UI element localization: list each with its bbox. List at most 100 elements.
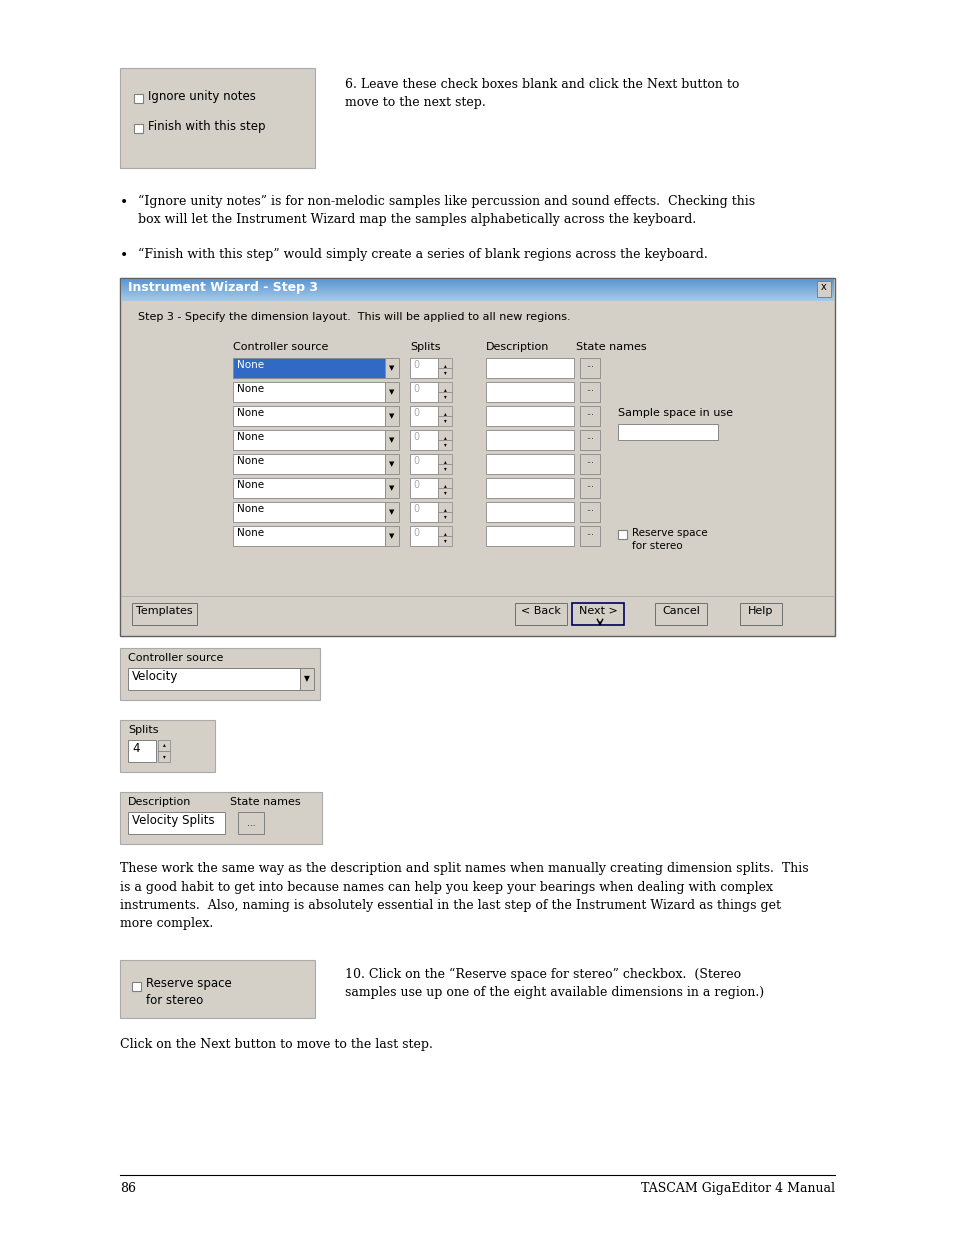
Bar [437, 454, 452, 464]
Text: ...: ... [585, 456, 594, 466]
Bar [132, 982, 141, 990]
Bar [437, 501, 452, 513]
Bar [485, 526, 574, 546]
Text: TASCAM GigaEditor 4 Manual: TASCAM GigaEditor 4 Manual [640, 1182, 834, 1195]
Text: 0: 0 [413, 408, 418, 417]
Bar [485, 430, 574, 450]
Bar [120, 720, 214, 772]
Text: ▴: ▴ [443, 508, 446, 513]
Bar [816, 282, 830, 296]
Text: None: None [236, 432, 264, 442]
Text: Description: Description [128, 797, 192, 806]
Bar [655, 603, 706, 625]
Text: These work the same way as the description and split names when manually creatin: These work the same way as the descripti… [120, 862, 808, 930]
Text: ...: ... [585, 384, 594, 393]
Bar [437, 416, 452, 426]
Text: ▴: ▴ [443, 531, 446, 536]
Text: “Ignore unity notes” is for non-melodic samples like percussion and sound effect: “Ignore unity notes” is for non-melodic … [138, 195, 755, 226]
Bar [437, 430, 452, 440]
Bar [740, 603, 781, 625]
Text: Description: Description [485, 342, 549, 352]
Text: Help: Help [747, 606, 773, 616]
Text: 10. Click on the “Reserve space for stereo” checkbox.  (Stereo
samples use up on: 10. Click on the “Reserve space for ster… [345, 968, 763, 999]
Bar [579, 358, 599, 378]
Text: ▼: ▼ [389, 389, 395, 395]
Bar [385, 430, 398, 450]
Text: ...: ... [585, 529, 594, 537]
Bar [579, 406, 599, 426]
Bar [385, 478, 398, 498]
Text: None: None [236, 456, 264, 466]
Bar [579, 478, 599, 498]
Bar [233, 382, 385, 403]
Bar [437, 391, 452, 403]
Text: ▼: ▼ [389, 534, 395, 538]
Text: ▼: ▼ [389, 366, 395, 370]
Bar [410, 501, 437, 522]
Text: ▼: ▼ [389, 437, 395, 443]
Bar [437, 488, 452, 498]
Bar [120, 792, 322, 844]
Bar [133, 124, 143, 133]
Text: ▾: ▾ [443, 490, 446, 495]
Text: ▾: ▾ [443, 514, 446, 519]
Bar [237, 811, 264, 834]
Bar [515, 603, 566, 625]
Bar [618, 530, 626, 538]
Text: Reserve space
for stereo: Reserve space for stereo [146, 977, 232, 1008]
Bar [485, 358, 574, 378]
Bar [120, 278, 834, 636]
Bar [485, 382, 574, 403]
Text: ▴: ▴ [443, 435, 446, 440]
Bar [437, 513, 452, 522]
Text: 0: 0 [413, 359, 418, 370]
Text: ▴: ▴ [443, 387, 446, 391]
Bar [233, 358, 385, 378]
Bar [485, 406, 574, 426]
Bar [158, 740, 170, 751]
Bar [120, 648, 319, 700]
Text: Templates: Templates [135, 606, 193, 616]
Text: Splits: Splits [410, 342, 440, 352]
Text: 86: 86 [120, 1182, 136, 1195]
Text: “Finish with this step” would simply create a series of blank regions across the: “Finish with this step” would simply cre… [138, 248, 707, 262]
Text: ▴: ▴ [443, 483, 446, 488]
Bar [579, 526, 599, 546]
Bar [437, 406, 452, 416]
Text: x: x [821, 282, 826, 291]
Bar [410, 526, 437, 546]
Text: ▾: ▾ [443, 417, 446, 424]
Bar [618, 424, 718, 440]
Text: 0: 0 [413, 480, 418, 490]
Text: 0: 0 [413, 384, 418, 394]
Bar [233, 478, 385, 498]
Bar [133, 94, 143, 103]
Text: Instrument Wizard - Step 3: Instrument Wizard - Step 3 [128, 282, 317, 294]
Text: ▴: ▴ [162, 742, 165, 747]
Bar [437, 526, 452, 536]
Text: ▴: ▴ [443, 363, 446, 368]
Bar [299, 668, 314, 690]
Bar [485, 454, 574, 474]
Bar [485, 501, 574, 522]
Bar [385, 501, 398, 522]
Text: ...: ... [585, 480, 594, 489]
Bar [437, 478, 452, 488]
Text: None: None [236, 359, 264, 370]
Bar [233, 406, 385, 426]
Text: •: • [120, 248, 128, 262]
Text: ▼: ▼ [389, 461, 395, 467]
Bar [437, 536, 452, 546]
Bar [437, 368, 452, 378]
Bar [128, 811, 225, 834]
Bar [385, 406, 398, 426]
Bar [128, 668, 299, 690]
Text: None: None [236, 529, 264, 538]
Bar [437, 358, 452, 368]
Text: < Back: < Back [520, 606, 560, 616]
Text: ▴: ▴ [443, 411, 446, 416]
Bar [233, 454, 385, 474]
Text: None: None [236, 408, 264, 417]
Text: ▾: ▾ [443, 442, 446, 447]
Text: ▼: ▼ [389, 485, 395, 492]
